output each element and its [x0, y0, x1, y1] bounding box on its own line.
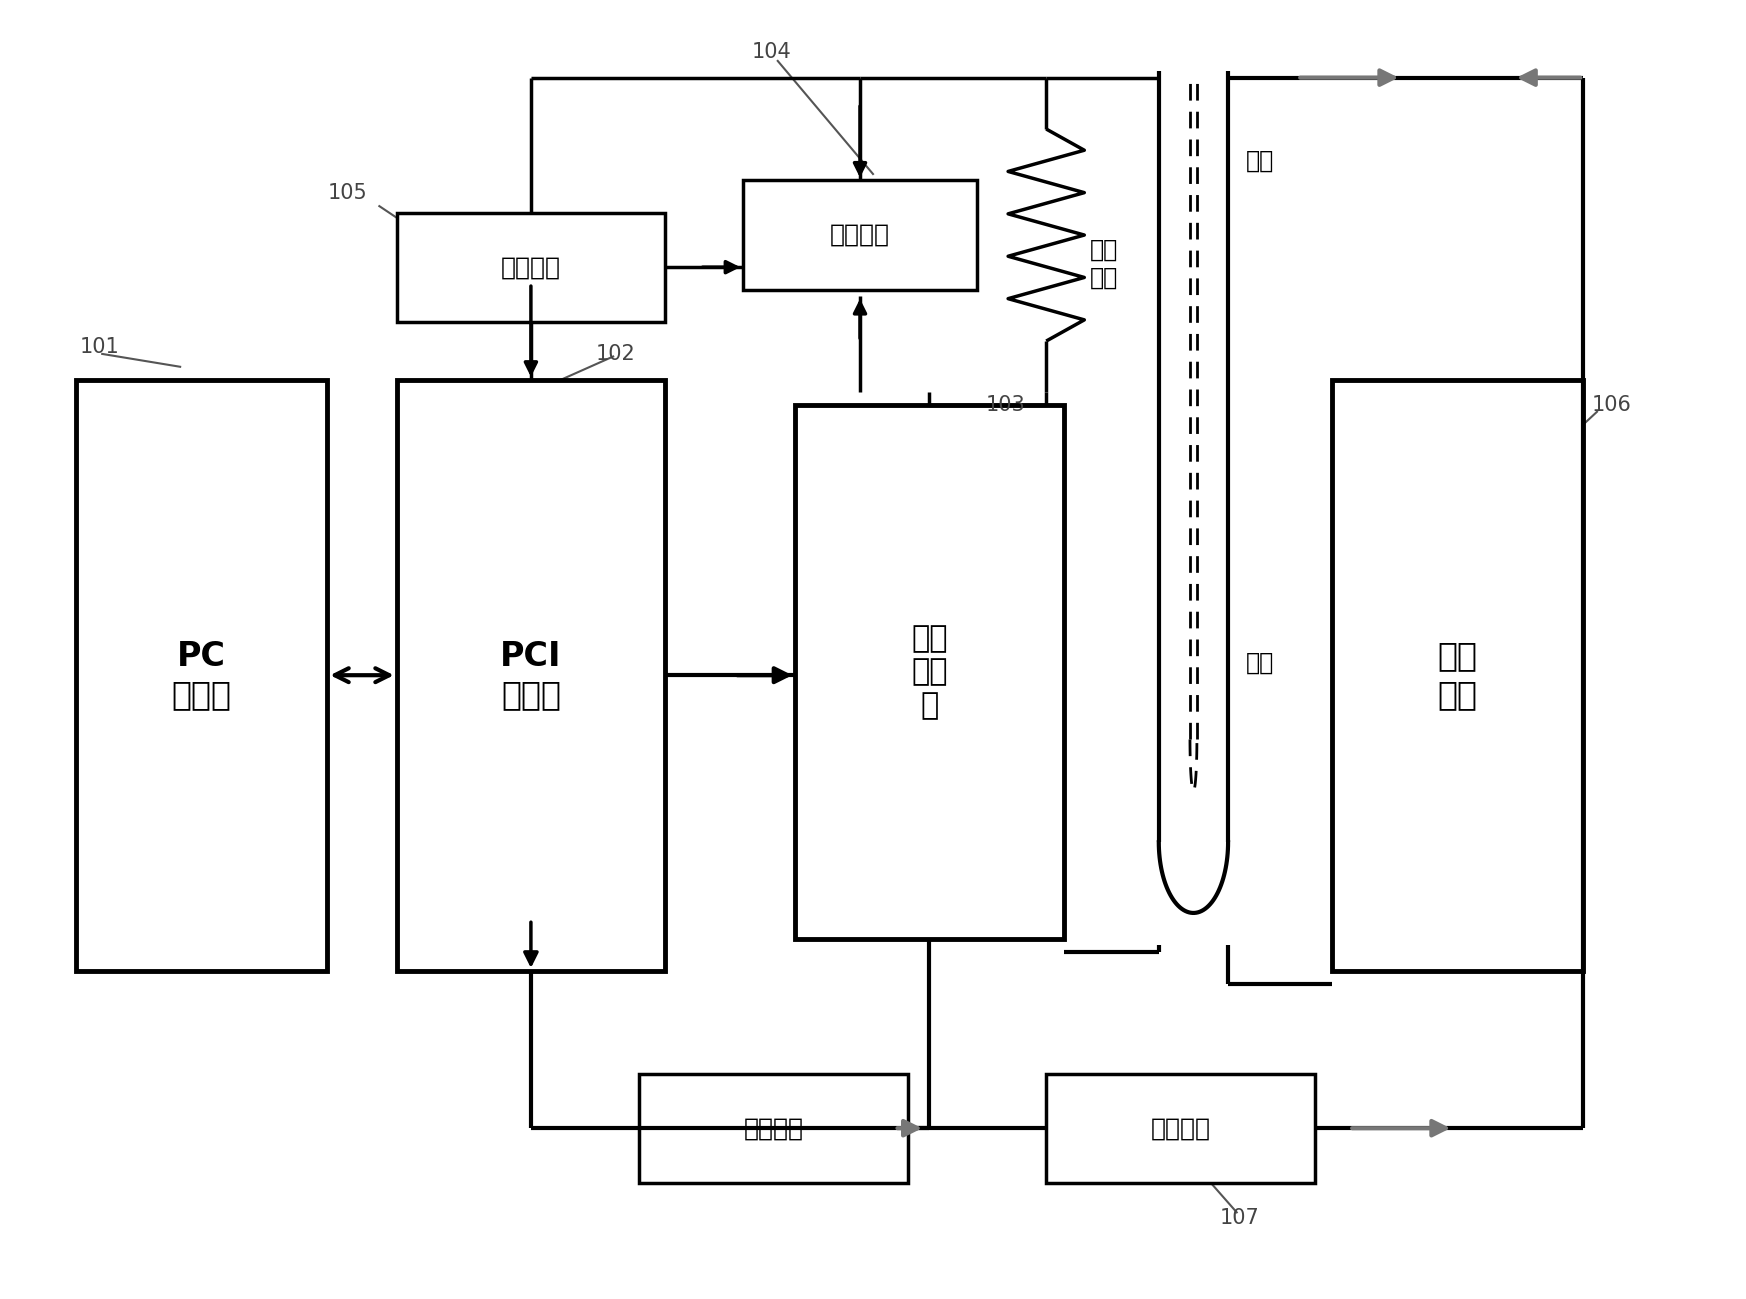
Bar	[396, 213, 665, 322]
Text: 104: 104	[753, 42, 791, 62]
Text: 低噪
放大: 低噪 放大	[1437, 639, 1477, 711]
Bar	[744, 181, 978, 290]
Bar	[639, 1073, 908, 1183]
Text: 102: 102	[595, 344, 636, 364]
Text: 101: 101	[80, 338, 119, 357]
Bar	[396, 379, 665, 970]
Bar	[794, 405, 1063, 939]
Text: 106: 106	[1592, 395, 1633, 416]
Text: 插孔: 插孔	[1245, 651, 1273, 674]
Text: PCI
采集卡: PCI 采集卡	[499, 639, 562, 711]
Text: 低通滤波: 低通滤波	[1151, 1116, 1210, 1141]
Text: 插针: 插针	[1245, 149, 1273, 173]
Bar	[1332, 379, 1584, 970]
Text: 103: 103	[985, 395, 1025, 416]
Text: PC
上位机: PC 上位机	[171, 639, 232, 711]
Bar	[1046, 1073, 1315, 1183]
Bar	[77, 379, 328, 970]
Text: 电压信号: 电压信号	[829, 223, 890, 247]
Text: 压控
电流
源: 压控 电流 源	[911, 624, 948, 720]
Text: 采样
电阻: 采样 电阻	[1090, 238, 1117, 290]
Text: 107: 107	[1219, 1208, 1259, 1228]
Text: 低通滤波: 低通滤波	[501, 255, 560, 279]
Text: 电压信号: 电压信号	[744, 1116, 803, 1141]
Text: 105: 105	[328, 183, 367, 203]
